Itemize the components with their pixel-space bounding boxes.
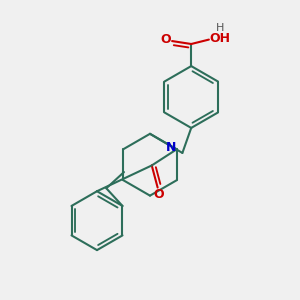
Text: OH: OH: [210, 32, 231, 45]
Text: O: O: [154, 188, 164, 201]
Text: O: O: [160, 33, 171, 46]
Text: N: N: [166, 141, 177, 154]
Text: H: H: [216, 23, 224, 33]
